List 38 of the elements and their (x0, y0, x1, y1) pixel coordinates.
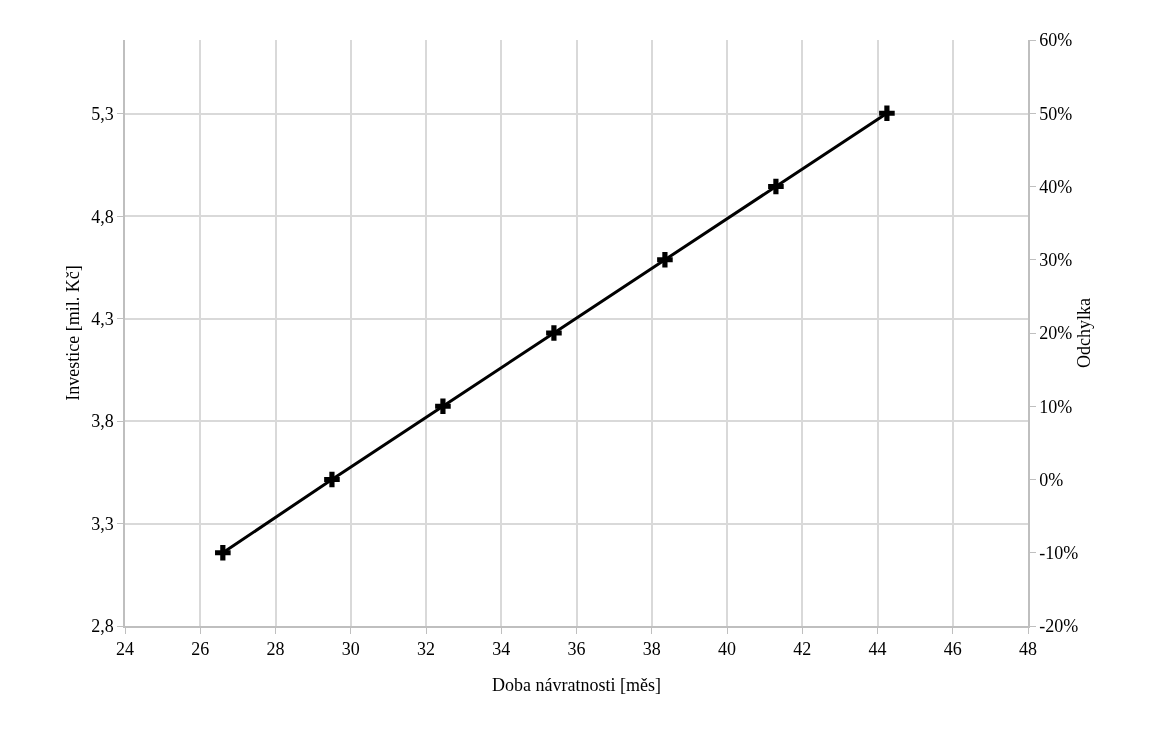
point (546, 325, 562, 341)
y2-tick-label: 60% (1039, 30, 1073, 51)
y2-tick-label: -10% (1039, 543, 1079, 564)
y-tick-label: 5,3 (91, 104, 114, 125)
y-tick-label: 3,3 (91, 513, 114, 534)
y-tick-label: 4,8 (91, 206, 114, 227)
x-tick-label: 32 (417, 639, 435, 660)
x-tick-label: 42 (793, 639, 812, 660)
y-tick-label: 4,3 (91, 308, 114, 329)
point (215, 544, 231, 561)
x-tick-label: 30 (341, 639, 360, 660)
point (657, 251, 673, 268)
x-tick-label: 28 (266, 639, 285, 660)
x-tick-label: 34 (492, 639, 511, 660)
y2-axis-title: Odchylka (1074, 298, 1095, 368)
x-tick-label: 26 (191, 639, 210, 660)
y2-tick-label: 50% (1039, 103, 1073, 124)
x-tick-label: 44 (868, 639, 887, 660)
y2-tick-label: -20% (1039, 616, 1079, 637)
point (879, 105, 895, 122)
x-tick-label: 24 (116, 639, 134, 660)
point (435, 398, 451, 415)
y-tick-label: 2,8 (91, 616, 114, 637)
y2-tick-label: 10% (1039, 396, 1073, 417)
y2-tick-label: 40% (1039, 176, 1073, 197)
y2-tick-label: 30% (1039, 250, 1073, 271)
y2-tick-label: 20% (1039, 323, 1073, 344)
x-tick-label: 48 (1019, 639, 1037, 660)
x-tick-label: 40 (718, 639, 736, 660)
point (768, 178, 784, 195)
x-axis-title: Doba návratnosti [měs] (492, 674, 661, 695)
y-axis-title: Investice [mil. Kč] (62, 265, 83, 401)
y-tick-label: 3,8 (91, 411, 114, 432)
x-tick-label: 38 (642, 639, 661, 660)
x-tick-label: 46 (943, 639, 962, 660)
point (324, 471, 340, 488)
y2-tick-label: 0% (1039, 469, 1064, 490)
x-tick-label: 36 (567, 639, 586, 660)
